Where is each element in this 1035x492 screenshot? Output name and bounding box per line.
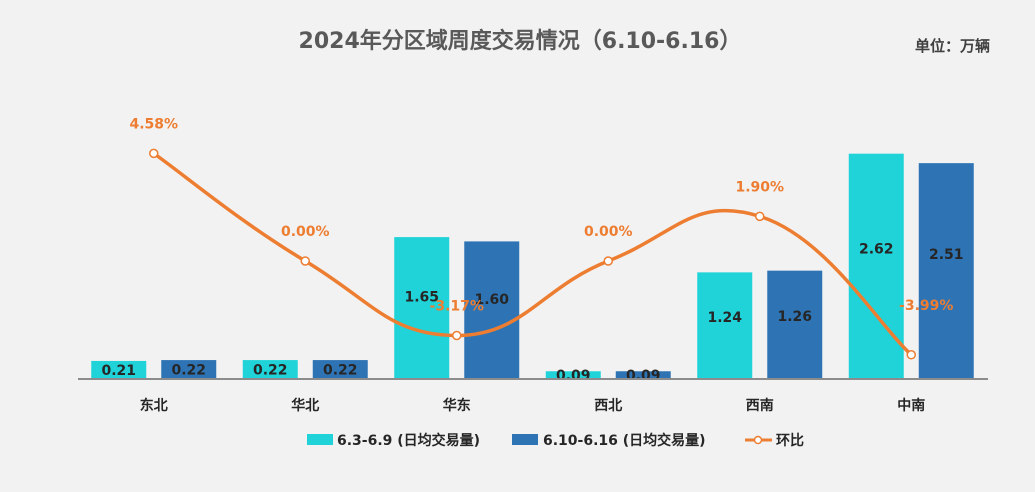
category-label: 东北 xyxy=(140,397,168,414)
bar-value-label: 2.51 xyxy=(929,247,964,263)
bar-series-2-东北 xyxy=(161,360,217,379)
bar-series-1-华北 xyxy=(242,360,298,379)
line-value-label: -3.17% xyxy=(430,298,484,314)
legend-label-line: 环比 xyxy=(776,432,804,449)
line-value-label: 1.90% xyxy=(735,179,784,195)
bar-value-label: 0.22 xyxy=(171,363,206,379)
bar-series-1-中南 xyxy=(848,153,904,379)
line-point-中南 xyxy=(906,350,916,360)
line-point-华北 xyxy=(300,256,310,266)
bar-series-1-东北 xyxy=(91,360,147,379)
bar-series-2-西北 xyxy=(615,371,671,379)
line-point-西北 xyxy=(603,256,613,266)
bar-value-label: 1.26 xyxy=(777,309,812,325)
bar-series-1-西北 xyxy=(545,371,601,379)
category-label: 华北 xyxy=(291,397,319,414)
legend-label-series-2: 6.10-6.16 (日均交易量) xyxy=(543,432,706,449)
category-label: 西北 xyxy=(594,398,622,414)
line-value-label: 0.00% xyxy=(584,224,633,240)
bar-series-2-西南 xyxy=(767,270,823,379)
legend-swatch-series-2 xyxy=(512,434,538,445)
legend-label-series-1: 6.3-6.9 (日均交易量) xyxy=(337,432,480,449)
bar-value-label: 1.65 xyxy=(404,290,439,306)
bar-value-label: 0.09 xyxy=(556,368,591,384)
bar-series-2-华东 xyxy=(464,241,520,379)
line-point-华东 xyxy=(452,330,462,341)
category-labels: 东北 华北 华东 西北 西南 中南 xyxy=(140,397,926,414)
bars-layer: 0.21 0.22 1.65 0.09 1.24 2.62 0.22 0.22 1.60 0.09… xyxy=(91,153,974,384)
category-label: 中南 xyxy=(897,397,925,414)
legend-swatch-series-1 xyxy=(307,434,333,445)
bar-value-label: 0.09 xyxy=(626,368,661,384)
change-line xyxy=(152,151,913,357)
bar-value-label: 2.62 xyxy=(859,241,894,257)
line-point-西南 xyxy=(755,211,765,222)
legend-line-marker xyxy=(753,435,763,445)
category-label: 西南 xyxy=(746,397,774,414)
bar-value-label: 1.24 xyxy=(707,310,742,326)
bar-value-label: 0.21 xyxy=(101,363,136,379)
bar-series-1-华东 xyxy=(394,237,450,379)
line-value-label: -3.99% xyxy=(899,298,953,314)
bar-value-label: 0.22 xyxy=(323,363,358,379)
chart-title: 2024年分区域周度交易情况（6.10-6.16） xyxy=(299,28,742,54)
line-value-label: 4.58% xyxy=(129,116,178,132)
line-layer: 4.58% 0.00% -3.17% 0.00% 1.90% -3.99% xyxy=(129,116,953,360)
bar-value-label: 0.22 xyxy=(253,363,288,379)
unit-label: 单位：万辆 xyxy=(915,37,990,55)
line-value-label: 0.00% xyxy=(281,224,330,240)
line-point-东北 xyxy=(149,148,159,159)
bar-series-1-西南 xyxy=(697,272,753,379)
bar-value-label: 1.60 xyxy=(474,292,509,308)
bar-series-2-中南 xyxy=(918,163,974,379)
bar-series-2-华北 xyxy=(312,360,368,379)
category-label: 华东 xyxy=(443,397,471,414)
legend: 6.3-6.9 (日均交易量) 6.10-6.16 (日均交易量) 环比 xyxy=(307,432,804,449)
